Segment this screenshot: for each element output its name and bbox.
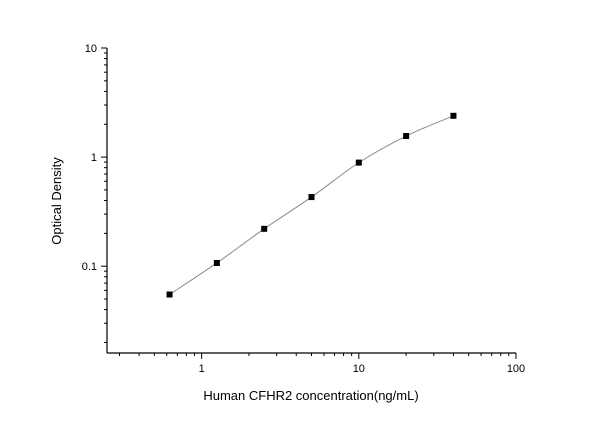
data-point-marker (213, 259, 220, 266)
data-point-marker (355, 159, 362, 166)
x-axis-title: Human CFHR2 concentration(ng/mL) (203, 388, 418, 403)
data-point-marker (261, 225, 268, 232)
x-tick-label: 100 (507, 363, 525, 375)
data-point-marker (308, 194, 315, 201)
y-axis-title: Optical Density (49, 157, 64, 245)
axes: 1 10 100 0.1 1 10 (82, 43, 525, 375)
x-tick-label: 1 (199, 363, 205, 375)
data-point-marker (166, 291, 173, 298)
fit-line (169, 115, 454, 295)
data-point-marker (403, 133, 410, 140)
y-tick-label: 1 (91, 152, 97, 164)
x-axis-ticks: 1 10 100 (118, 353, 525, 375)
y-tick-label: 10 (85, 43, 97, 55)
x-tick-label: 10 (353, 363, 365, 375)
y-tick-label: 0.1 (82, 261, 97, 273)
data-points (166, 112, 457, 298)
data-point-marker (450, 112, 457, 119)
fit-curve (169, 115, 454, 295)
y-axis-ticks: 0.1 1 10 (82, 43, 107, 343)
